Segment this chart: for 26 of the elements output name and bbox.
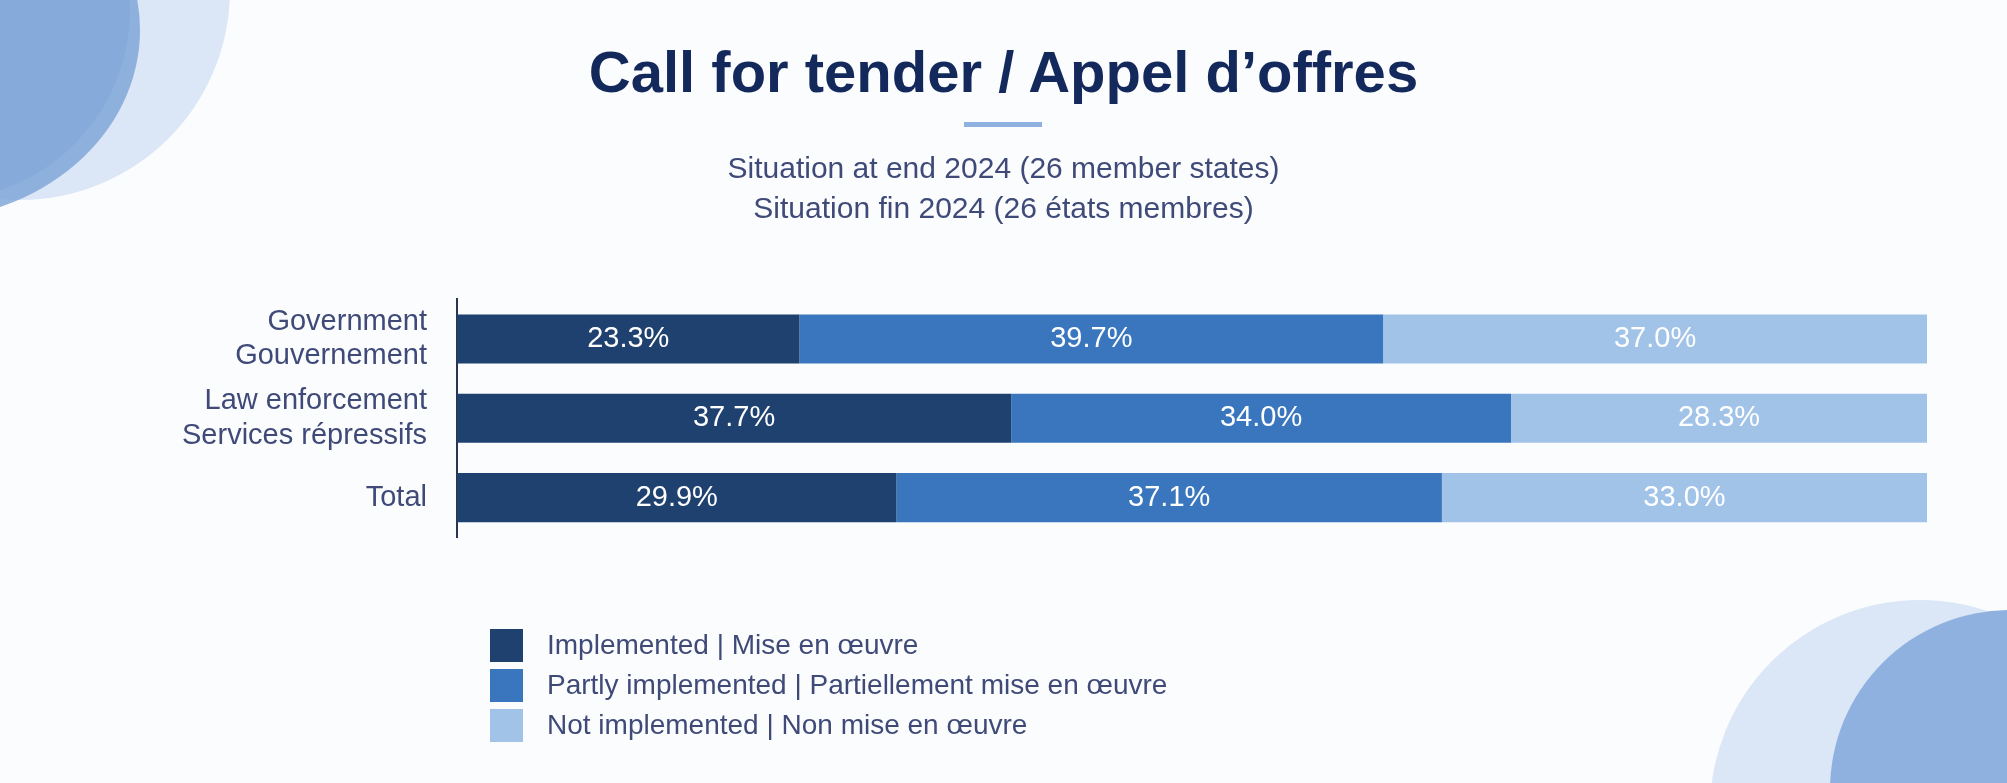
bar [1011,393,1511,443]
bar [1383,314,1927,364]
bar [1510,393,1927,443]
legend-label: Partly implemented | Partiellement mise en œuvre [547,669,1168,701]
data-label: 37.0% [1613,321,1697,354]
y-tick-label: Total [365,479,427,512]
data-label: 37.7% [692,400,776,433]
data-label: 37.1% [1128,479,1211,512]
bar [896,472,1442,523]
y-tick-label: Government Gouvernement [235,303,427,371]
bar [799,314,1384,364]
data-label: 34.0% [1219,400,1303,433]
data-label: 23.3% [587,321,670,354]
data-label: 33.0% [1643,479,1726,512]
chart-subtitle: Situation at end 2024 (26 member states) Situation fin 2024 (26 états membres) [726,150,1281,226]
data-label: 29.9% [635,479,718,512]
legend-label: Not implemented | Non mise en œuvre [547,709,1028,741]
legend-label: Implemented | Mise en œuvre [547,629,919,661]
bar [457,472,897,523]
bar [1441,472,1927,523]
bar [457,393,1012,443]
chart-title: Call for tender / Appel d’offres [587,38,1420,105]
y-tick-label: Law enforcement Services répressifs [182,382,427,450]
data-label: 28.3% [1677,400,1761,433]
bar [457,314,800,364]
data-label: 39.7% [1050,321,1133,354]
